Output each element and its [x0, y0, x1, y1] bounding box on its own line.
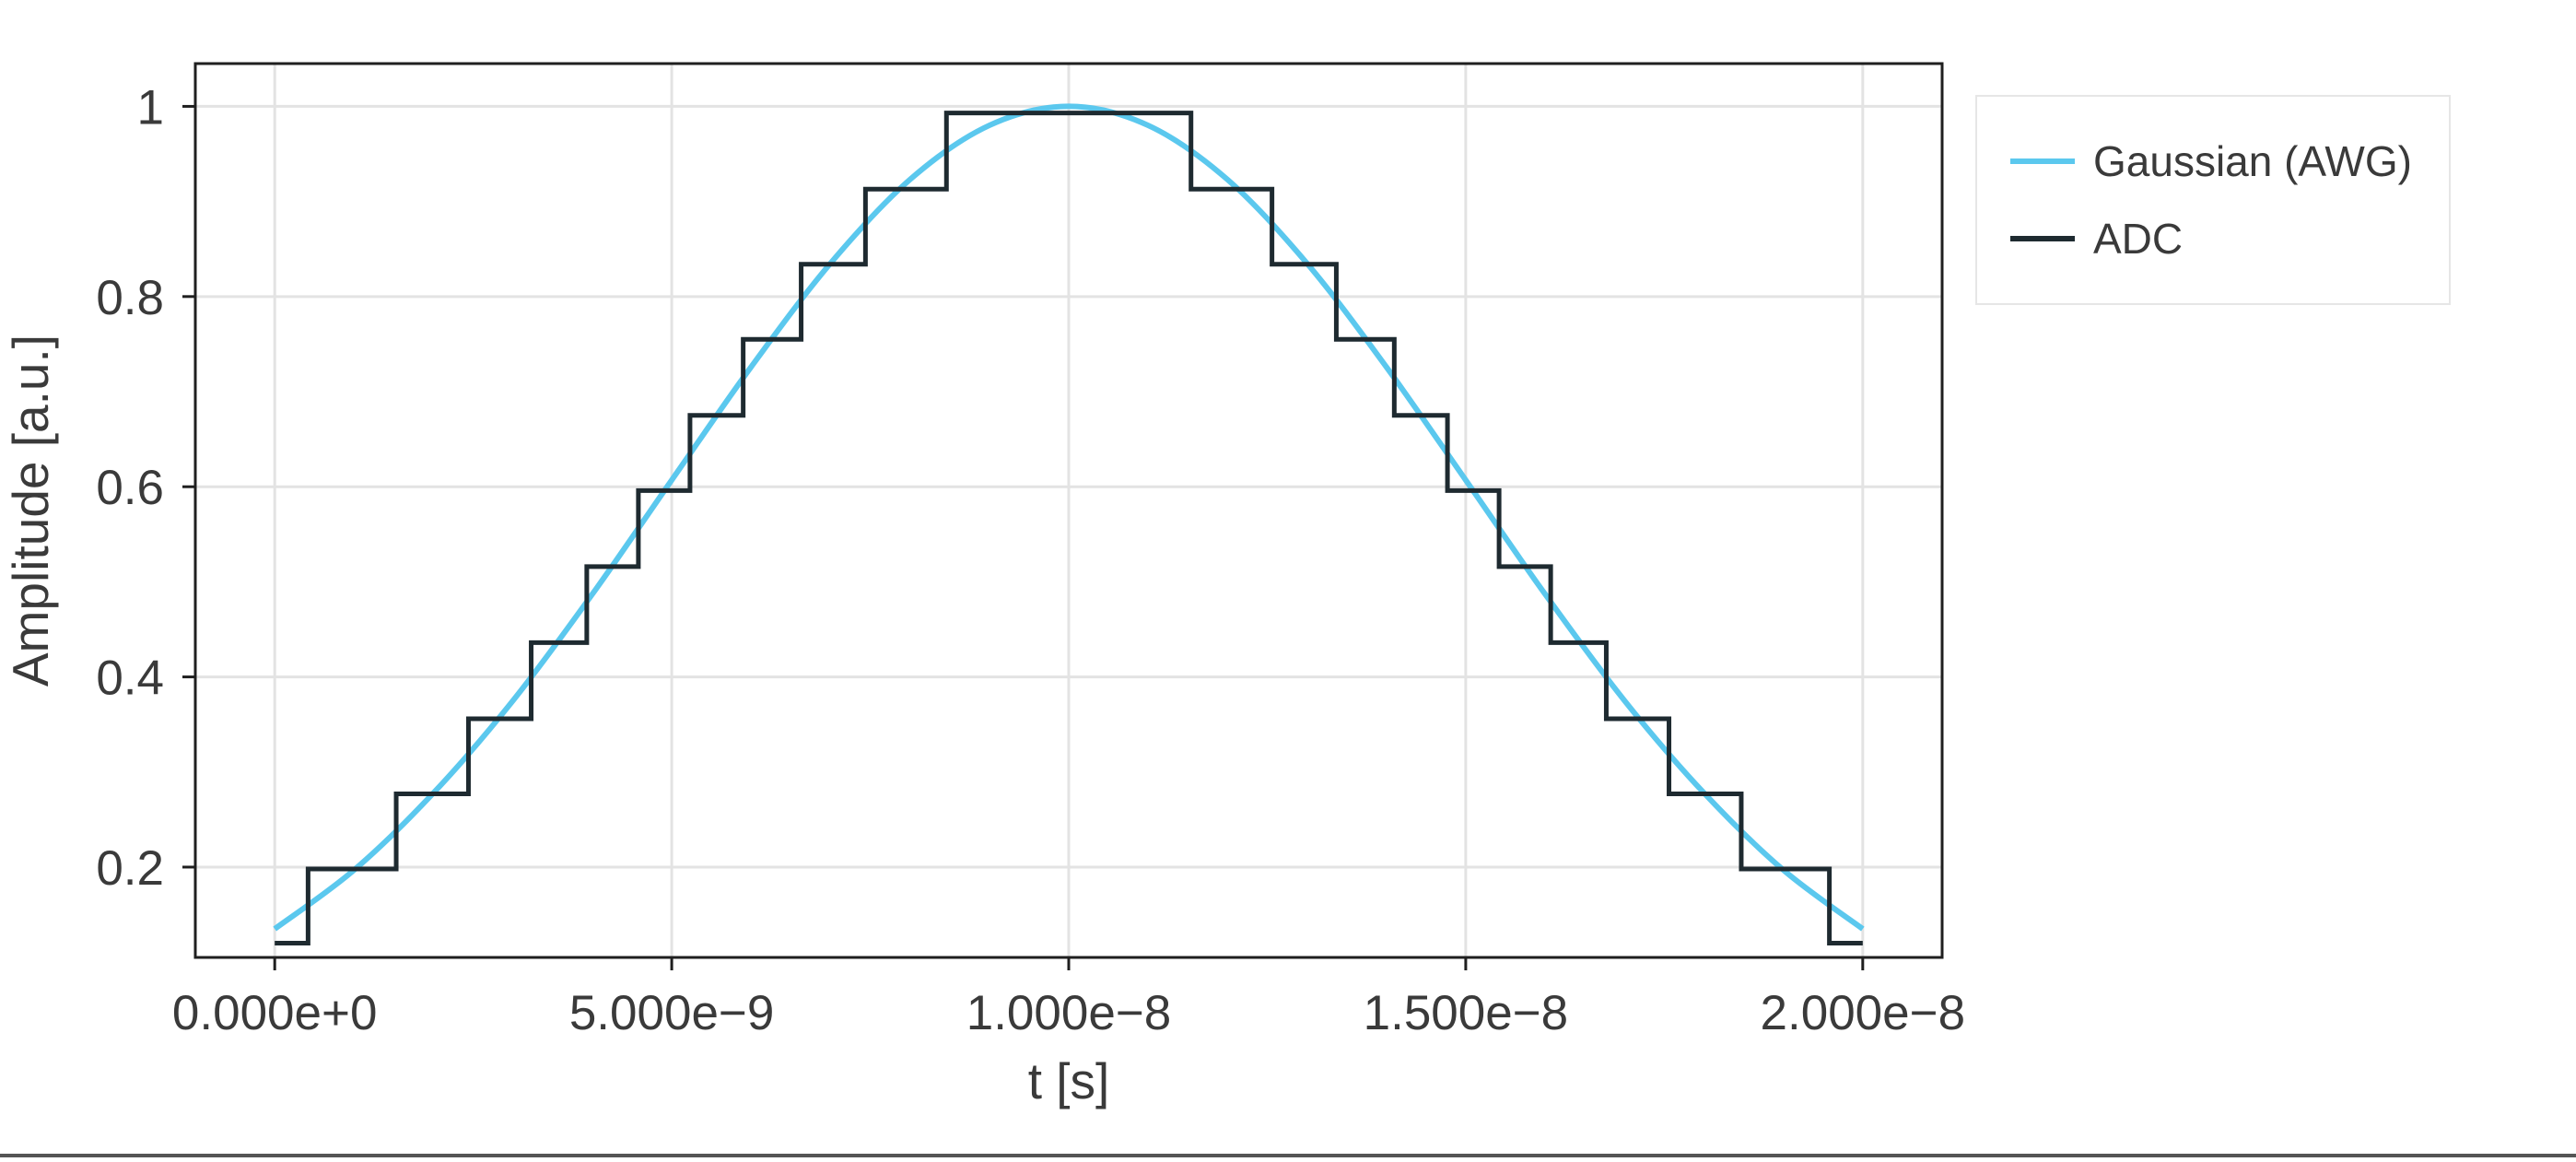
- x-tick-label: 1.500e−8: [1364, 986, 1569, 1040]
- adc-step-line: [275, 111, 1863, 946]
- y-tick-label: 0.4: [96, 651, 164, 706]
- y-tick-label: 1: [137, 80, 164, 135]
- x-tick-label: 5.000e−9: [569, 986, 775, 1040]
- x-tick-label: 0.000e+0: [172, 986, 378, 1040]
- x-tick-label: 2.000e−8: [1761, 986, 1966, 1040]
- x-axis-title: t [s]: [1028, 1052, 1110, 1109]
- legend: Gaussian (AWG) ADC: [1975, 95, 2451, 305]
- y-tick-label: 0.2: [96, 841, 164, 896]
- legend-box: [1975, 95, 2451, 305]
- y-tick-label: 0.8: [96, 271, 164, 325]
- legend-label: Gaussian (AWG): [2093, 137, 2412, 185]
- y-tick-label: 0.6: [96, 461, 164, 515]
- legend-label: ADC: [2093, 215, 2183, 263]
- grid: [195, 64, 1942, 957]
- axis-ticks: 0.000e+0 5.000e−9 1.000e−8 1.500e−8 2.000e−8…: [96, 80, 1965, 1040]
- x-tick-label: 1.000e−8: [966, 986, 1172, 1040]
- y-axis-title: Amplitude [a.u.]: [2, 335, 59, 687]
- series-layer: [273, 103, 1865, 946]
- bottom-divider: [0, 1154, 2576, 1157]
- gaussian-awg-line: [273, 103, 1865, 932]
- legend-items: Gaussian (AWG) ADC: [2010, 137, 2412, 263]
